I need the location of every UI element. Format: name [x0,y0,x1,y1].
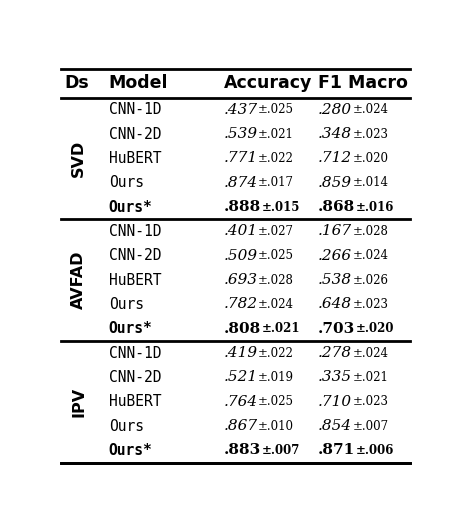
Text: ±.023: ±.023 [352,298,388,311]
Text: ±.026: ±.026 [352,274,388,287]
Text: .808: .808 [224,322,262,336]
Text: ±.024: ±.024 [352,250,388,262]
Text: ±.023: ±.023 [352,395,388,408]
Text: .521: .521 [224,371,258,384]
Text: .771: .771 [224,151,258,165]
Text: ±.016: ±.016 [355,200,394,213]
Text: .419: .419 [224,346,258,360]
Text: CNN-2D: CNN-2D [109,370,161,385]
Text: ±.023: ±.023 [352,127,388,140]
Text: Ours: Ours [109,297,144,312]
Text: ±.021: ±.021 [352,371,388,384]
Text: ±.019: ±.019 [258,371,294,384]
Text: ±.024: ±.024 [352,347,388,360]
Text: Ds: Ds [64,74,89,92]
Text: SVD: SVD [71,140,86,177]
Text: .712: .712 [318,151,352,165]
Text: .437: .437 [224,103,258,117]
Text: ±.006: ±.006 [355,444,394,457]
Text: ±.021: ±.021 [258,127,294,140]
Text: .888: .888 [224,200,262,214]
Text: .348: .348 [318,127,352,141]
Text: ±.015: ±.015 [262,200,300,213]
Text: ±.020: ±.020 [355,322,394,335]
Text: .539: .539 [224,127,258,141]
Text: .854: .854 [318,419,352,433]
Text: ±.028: ±.028 [258,274,294,287]
Text: CNN-2D: CNN-2D [109,127,161,141]
Text: ±.027: ±.027 [258,225,294,238]
Text: .874: .874 [224,176,258,190]
Text: ±.025: ±.025 [258,103,294,116]
Text: Model: Model [109,74,168,92]
Text: ±.014: ±.014 [352,176,388,189]
Text: .280: .280 [318,103,352,117]
Text: Ours*: Ours* [109,321,153,336]
Text: .693: .693 [224,273,258,287]
Text: ±.007: ±.007 [262,444,300,457]
Text: ±.022: ±.022 [258,152,294,165]
Text: Ours: Ours [109,175,144,190]
Text: .883: .883 [224,443,262,457]
Text: ±.021: ±.021 [262,322,300,335]
Text: HuBERT: HuBERT [109,151,161,166]
Text: .648: .648 [318,298,352,312]
Text: Accuracy: Accuracy [224,74,312,92]
Text: CNN-2D: CNN-2D [109,248,161,263]
Text: CNN-1D: CNN-1D [109,346,161,361]
Text: ±.010: ±.010 [258,420,294,433]
Text: HuBERT: HuBERT [109,394,161,409]
Text: .710: .710 [318,395,352,409]
Text: Ours: Ours [109,419,144,434]
Text: ±.024: ±.024 [352,103,388,116]
Text: ±.028: ±.028 [352,225,388,238]
Text: CNN-1D: CNN-1D [109,224,161,239]
Text: AVFAD: AVFAD [71,251,86,310]
Text: .167: .167 [318,224,352,239]
Text: .703: .703 [318,322,355,336]
Text: .782: .782 [224,298,258,312]
Text: .401: .401 [224,224,258,239]
Text: .871: .871 [318,443,355,457]
Text: ±.025: ±.025 [258,395,294,408]
Text: .867: .867 [224,419,258,433]
Text: ±.017: ±.017 [258,176,294,189]
Text: Ours*: Ours* [109,443,153,458]
Text: Ours*: Ours* [109,199,153,215]
Text: .278: .278 [318,346,352,360]
Text: ±.020: ±.020 [352,152,388,165]
Text: .266: .266 [318,249,352,263]
Text: ±.025: ±.025 [258,250,294,262]
Text: .868: .868 [318,200,355,214]
Text: IPV: IPV [71,387,86,417]
Text: HuBERT: HuBERT [109,272,161,288]
Text: ±.007: ±.007 [352,420,388,433]
Text: .335: .335 [318,371,352,384]
Text: .538: .538 [318,273,352,287]
Text: CNN-1D: CNN-1D [109,102,161,117]
Text: .764: .764 [224,395,258,409]
Text: .859: .859 [318,176,352,190]
Text: F1 Macro: F1 Macro [318,74,408,92]
Text: ±.022: ±.022 [258,347,294,360]
Text: .509: .509 [224,249,258,263]
Text: ±.024: ±.024 [258,298,294,311]
